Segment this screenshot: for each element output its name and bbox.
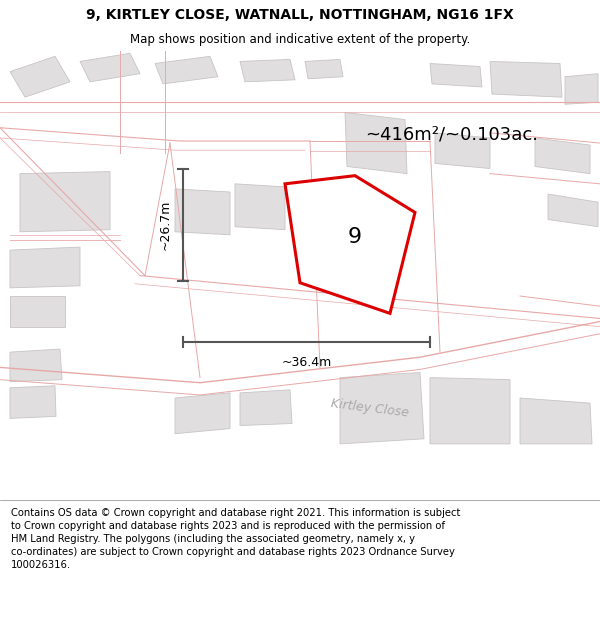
Text: ~36.4m: ~36.4m [281,356,332,369]
Polygon shape [175,189,230,235]
Polygon shape [80,53,140,82]
Polygon shape [345,112,407,174]
Polygon shape [10,56,70,97]
Text: Map shows position and indicative extent of the property.: Map shows position and indicative extent… [130,34,470,46]
Text: 9: 9 [348,227,362,247]
Polygon shape [10,349,62,382]
Polygon shape [535,138,590,174]
Polygon shape [285,176,415,313]
Polygon shape [430,378,510,444]
Polygon shape [240,59,295,82]
Polygon shape [490,61,562,97]
Text: Kirtley Close: Kirtley Close [330,397,410,419]
Polygon shape [175,393,230,434]
Polygon shape [240,390,292,426]
Polygon shape [235,184,285,230]
Polygon shape [155,56,218,84]
Text: 9, KIRTLEY CLOSE, WATNALL, NOTTINGHAM, NG16 1FX: 9, KIRTLEY CLOSE, WATNALL, NOTTINGHAM, N… [86,8,514,22]
Polygon shape [430,64,482,87]
Polygon shape [548,194,598,227]
Polygon shape [10,296,65,327]
Polygon shape [305,59,343,79]
Polygon shape [20,172,110,232]
Polygon shape [520,398,592,444]
Text: Contains OS data © Crown copyright and database right 2021. This information is : Contains OS data © Crown copyright and d… [11,508,460,570]
Polygon shape [10,247,80,288]
Polygon shape [435,133,490,169]
Polygon shape [340,372,424,444]
Polygon shape [10,386,56,418]
Text: ~26.7m: ~26.7m [158,199,172,250]
Text: ~416m²/~0.103ac.: ~416m²/~0.103ac. [365,126,538,144]
Polygon shape [565,74,598,104]
